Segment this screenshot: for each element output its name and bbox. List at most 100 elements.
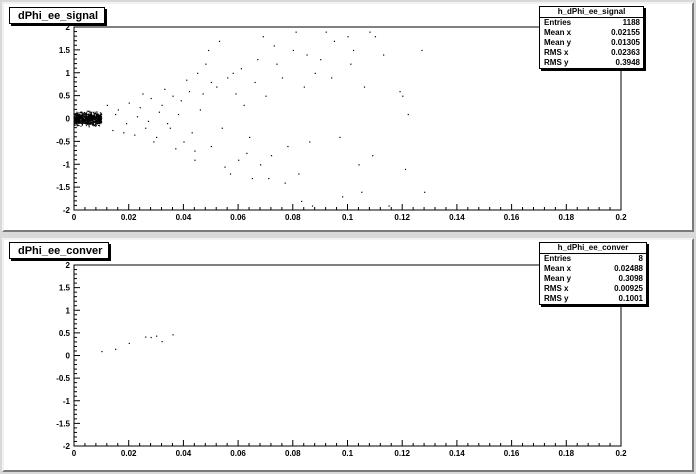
data-point (161, 341, 163, 343)
data-point (257, 59, 259, 61)
data-point (94, 118, 96, 120)
data-point (99, 120, 101, 122)
data-point (85, 112, 87, 114)
stats-histogram-name: h_dPhi_ee_conver (540, 243, 646, 254)
y-tick-label: -1 (63, 160, 71, 169)
data-point (75, 116, 77, 118)
stats-value: 0.3098 (618, 274, 643, 283)
data-point (90, 122, 92, 124)
data-point (78, 112, 80, 114)
data-point (84, 121, 86, 123)
data-point (98, 120, 100, 122)
data-point (145, 336, 147, 338)
data-point (194, 159, 196, 161)
data-point (82, 113, 84, 115)
data-point (91, 121, 93, 123)
stats-row: RMS x 0.02363 (540, 48, 643, 58)
data-point (128, 102, 130, 104)
data-point (74, 121, 76, 123)
data-point (98, 125, 100, 127)
data-point (85, 125, 87, 127)
data-point (99, 121, 101, 123)
data-point (205, 63, 207, 65)
x-tick-label: 0.04 (176, 213, 192, 222)
y-tick-label: 0.5 (59, 329, 71, 338)
data-point (115, 348, 117, 350)
data-point (342, 196, 344, 198)
stats-row: Mean x 0.02488 (540, 264, 646, 274)
data-point (89, 111, 91, 113)
data-point (80, 115, 82, 117)
data-point (100, 112, 102, 114)
data-point (265, 95, 267, 97)
data-point (421, 49, 423, 52)
data-point (87, 116, 89, 118)
data-point (81, 111, 83, 113)
data-point (88, 124, 90, 126)
data-point (97, 123, 99, 125)
data-point (97, 119, 99, 121)
stats-label: Mean y (544, 274, 572, 283)
data-point (97, 117, 99, 119)
data-point (93, 116, 95, 118)
data-point (74, 117, 76, 119)
data-point (75, 118, 77, 120)
data-point (96, 123, 98, 125)
stats-value: 8 (638, 254, 643, 263)
data-point (98, 116, 100, 118)
data-point (99, 118, 101, 120)
data-point (238, 159, 240, 161)
data-point (287, 145, 289, 148)
stats-value: 0.02363 (611, 48, 640, 57)
x-tick-label: 0.08 (285, 449, 301, 458)
data-point (94, 113, 96, 115)
data-point (76, 111, 78, 113)
data-point (134, 134, 136, 136)
data-point (85, 116, 87, 118)
data-point (128, 342, 130, 345)
data-point (76, 119, 78, 121)
data-point (82, 115, 84, 117)
data-point (101, 117, 103, 119)
data-point (99, 119, 101, 121)
data-point (216, 86, 218, 88)
data-point (85, 115, 87, 117)
data-point (76, 120, 78, 122)
data-point (350, 63, 352, 65)
data-point (74, 116, 76, 118)
y-tick-label: -0.5 (56, 137, 70, 146)
data-point (86, 113, 88, 115)
data-point (84, 113, 86, 115)
data-point (74, 114, 76, 116)
data-point (76, 118, 78, 120)
data-point (199, 109, 202, 111)
data-point (249, 136, 251, 138)
top-panel-title: dPhi_ee_signal (9, 7, 106, 24)
data-point (100, 116, 102, 118)
data-point (86, 112, 88, 114)
data-point (86, 119, 88, 121)
data-point (77, 116, 79, 118)
data-point (95, 123, 97, 125)
data-point (96, 119, 98, 121)
data-point (88, 121, 90, 123)
data-point (361, 191, 363, 193)
data-point (99, 117, 101, 119)
data-point (80, 121, 82, 123)
data-point (85, 117, 87, 119)
data-point (77, 117, 79, 119)
data-point (96, 116, 98, 118)
data-point (98, 116, 100, 118)
data-point (87, 117, 89, 119)
data-point (76, 113, 78, 115)
data-point (80, 111, 82, 113)
data-point (84, 120, 86, 122)
data-point (81, 123, 83, 125)
data-point (77, 112, 79, 114)
data-point (93, 115, 95, 117)
data-point (79, 114, 81, 116)
stats-label: Mean x (544, 264, 572, 273)
data-point (90, 117, 92, 119)
data-point (85, 119, 87, 121)
data-point (112, 129, 114, 132)
